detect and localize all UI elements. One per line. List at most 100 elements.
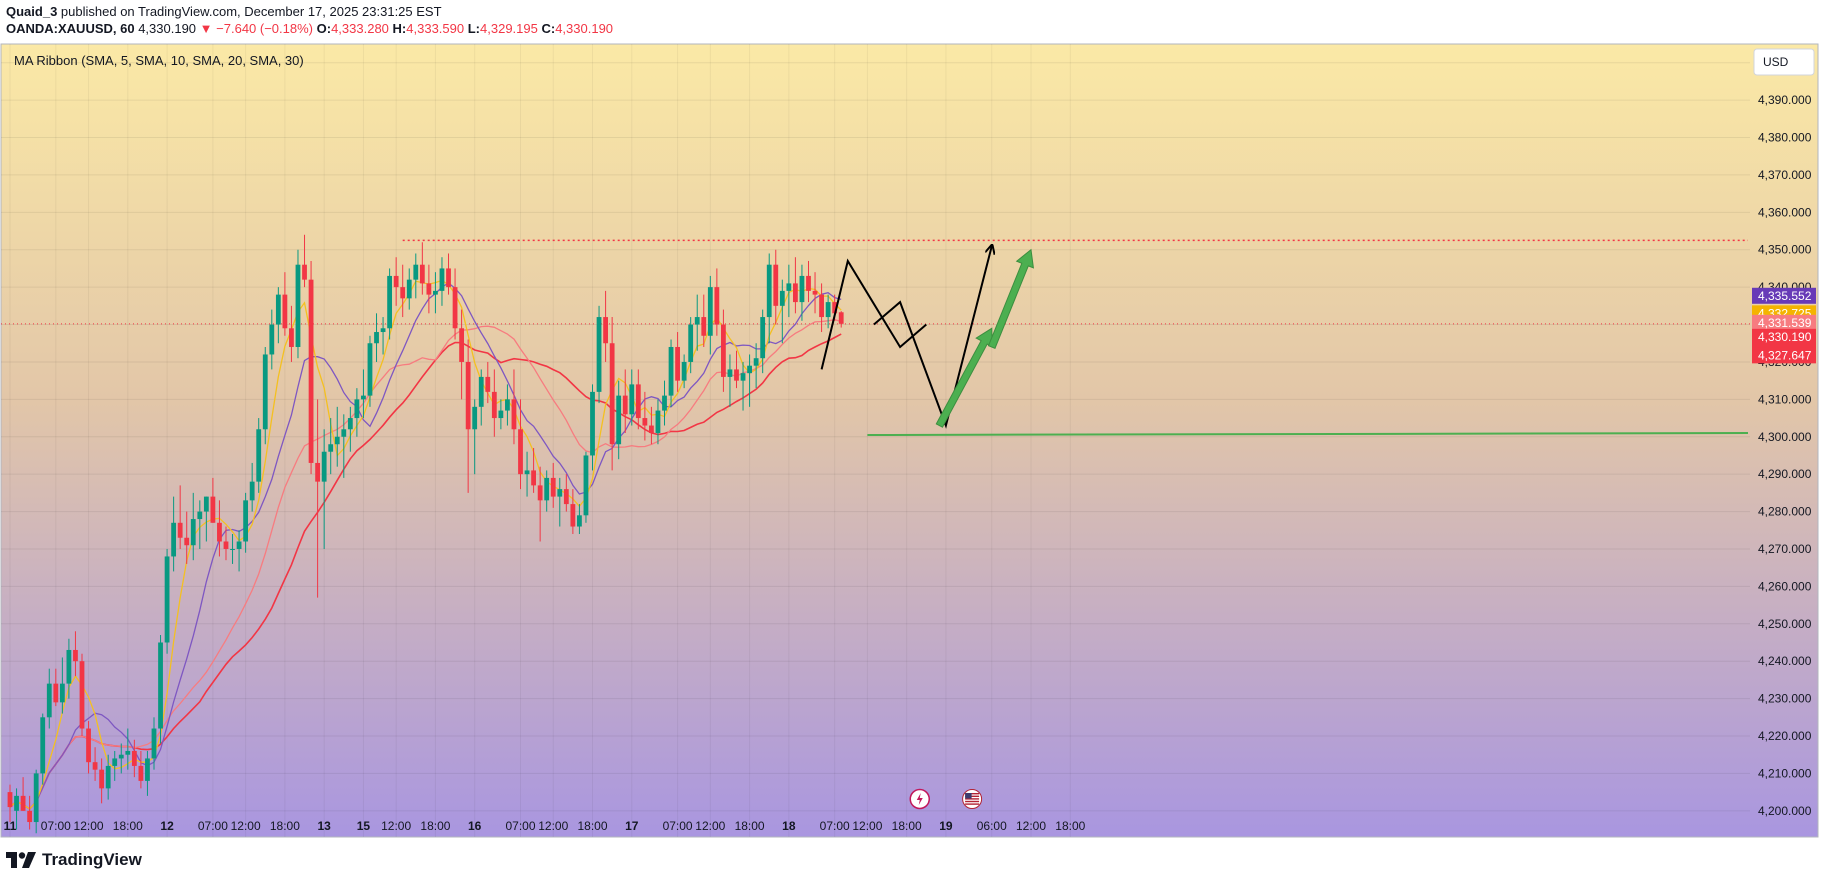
candle-body — [249, 481, 255, 501]
x-tick-label: 17 — [625, 819, 639, 833]
currency-button[interactable]: USD — [1753, 48, 1815, 76]
tradingview-logo-icon[interactable] — [6, 852, 36, 868]
x-tick-label: 18:00 — [420, 819, 450, 833]
candle-body — [675, 346, 680, 381]
candle-body — [838, 312, 844, 324]
candle-body — [590, 391, 595, 456]
candle-body — [275, 294, 281, 325]
candle-body — [393, 275, 399, 288]
green-arrow[interactable] — [987, 248, 1035, 349]
support-trendline — [867, 432, 1749, 437]
y-tick-label: 4,290.000 — [1758, 467, 1812, 481]
candle-body — [518, 429, 523, 475]
candle-body — [478, 376, 484, 407]
candle-body — [419, 264, 425, 284]
author-name[interactable]: Quaid_3 — [6, 4, 58, 19]
green-arrow[interactable] — [935, 327, 993, 428]
x-tick-label: 12:00 — [74, 819, 104, 833]
brand-name[interactable]: TradingView — [42, 850, 142, 869]
symbol-name[interactable]: OANDA:XAUUSD, 60 — [6, 21, 135, 36]
candle-body — [92, 762, 98, 770]
candle-body — [721, 324, 726, 377]
sma30-line — [9, 333, 842, 810]
candle-body — [812, 290, 818, 295]
candle-body — [531, 470, 536, 486]
flag-icon-stripe — [965, 800, 980, 803]
indicator-legend[interactable]: MA Ribbon (SMA, 5, SMA, 10, SMA, 20, SMA… — [14, 53, 304, 68]
candle-body — [786, 283, 792, 291]
candle-body — [825, 302, 831, 318]
price-label-box — [1752, 287, 1816, 304]
candle-body — [112, 758, 118, 766]
price-levels — [1, 239, 1750, 437]
candle-body — [361, 395, 366, 400]
candle-body — [184, 537, 190, 546]
chart-header: Quaid_3 published on TradingView.com, De… — [6, 3, 442, 20]
candle-body — [491, 391, 497, 419]
us-flag-icon[interactable] — [962, 789, 983, 809]
candle-body — [544, 477, 550, 501]
candle-body — [151, 728, 157, 759]
candle-body — [413, 264, 419, 280]
x-tick-label: 07:00 — [663, 819, 693, 833]
price-label-value: 4,327.647 — [1758, 348, 1812, 362]
candle-body — [760, 317, 766, 359]
x-tick-label: 19 — [939, 819, 953, 833]
pattern-zigzag[interactable] — [820, 258, 927, 370]
projection-path[interactable] — [873, 246, 992, 429]
candle-body — [485, 376, 491, 392]
candle-body — [217, 522, 222, 542]
candle-body — [315, 462, 321, 482]
candle-body — [649, 425, 654, 434]
event-markers[interactable] — [909, 788, 983, 810]
candle-body — [609, 343, 615, 445]
candle-body — [99, 769, 105, 789]
x-tick-label: 13 — [317, 819, 331, 833]
candle-body — [380, 328, 386, 333]
candles — [7, 234, 844, 834]
y-tick-label: 4,240.000 — [1758, 654, 1812, 668]
candle-body — [138, 765, 144, 781]
x-tick-label: 12:00 — [538, 819, 568, 833]
sma20-line — [9, 319, 842, 810]
x-tick-label: 12:00 — [231, 819, 261, 833]
x-tick-label: 15 — [357, 819, 371, 833]
close-label: C: — [541, 21, 556, 36]
candle-body — [465, 361, 471, 430]
candle-body — [806, 275, 811, 291]
candle-body — [714, 287, 720, 325]
candle-body — [302, 264, 307, 280]
candle-body — [642, 418, 648, 426]
y-tick-label: 4,260.000 — [1758, 579, 1812, 593]
candle-body — [616, 395, 622, 445]
x-tick-label: 12:00 — [1016, 819, 1046, 833]
candle-body — [459, 328, 465, 362]
time-axis[interactable]: 11 07:00 12:00 18:00 12 07:00 12:00 18:00 13 15 12… — [4, 819, 1086, 833]
flag-icon-canton — [965, 793, 972, 799]
close-value: 4,330.190 — [555, 21, 614, 36]
candle-body — [740, 373, 746, 381]
price-label-value: 4,335.552 — [1758, 289, 1812, 303]
y-tick-label: 4,350.000 — [1758, 243, 1812, 257]
y-tick-label: 4,280.000 — [1758, 505, 1812, 519]
price-axis[interactable]: 4,200.000 4,210.000 4,220.000 4,230.000 4,24… — [1758, 56, 1812, 818]
candle-body — [158, 642, 163, 729]
candle-body — [203, 496, 209, 512]
drawings[interactable] — [820, 246, 1035, 429]
candle-body — [197, 511, 203, 520]
candle-body — [145, 758, 150, 781]
x-tick-label: 11 — [4, 819, 17, 833]
flag-icon-stripe — [965, 798, 980, 800]
candle-body — [577, 515, 582, 527]
candle-body — [105, 765, 111, 789]
candle-body — [727, 369, 733, 377]
x-tick-label: 07:00 — [505, 819, 535, 833]
symbol-legend: OANDA:XAUUSD, 60 4,330.190 ▼ −7.640 (−0.… — [6, 20, 613, 37]
candle-body — [177, 522, 183, 538]
candle-body — [308, 279, 314, 463]
earnings-icon[interactable] — [909, 788, 931, 810]
candle-body — [33, 773, 39, 823]
y-tick-label: 4,310.000 — [1758, 392, 1812, 406]
candle-body — [243, 500, 249, 542]
